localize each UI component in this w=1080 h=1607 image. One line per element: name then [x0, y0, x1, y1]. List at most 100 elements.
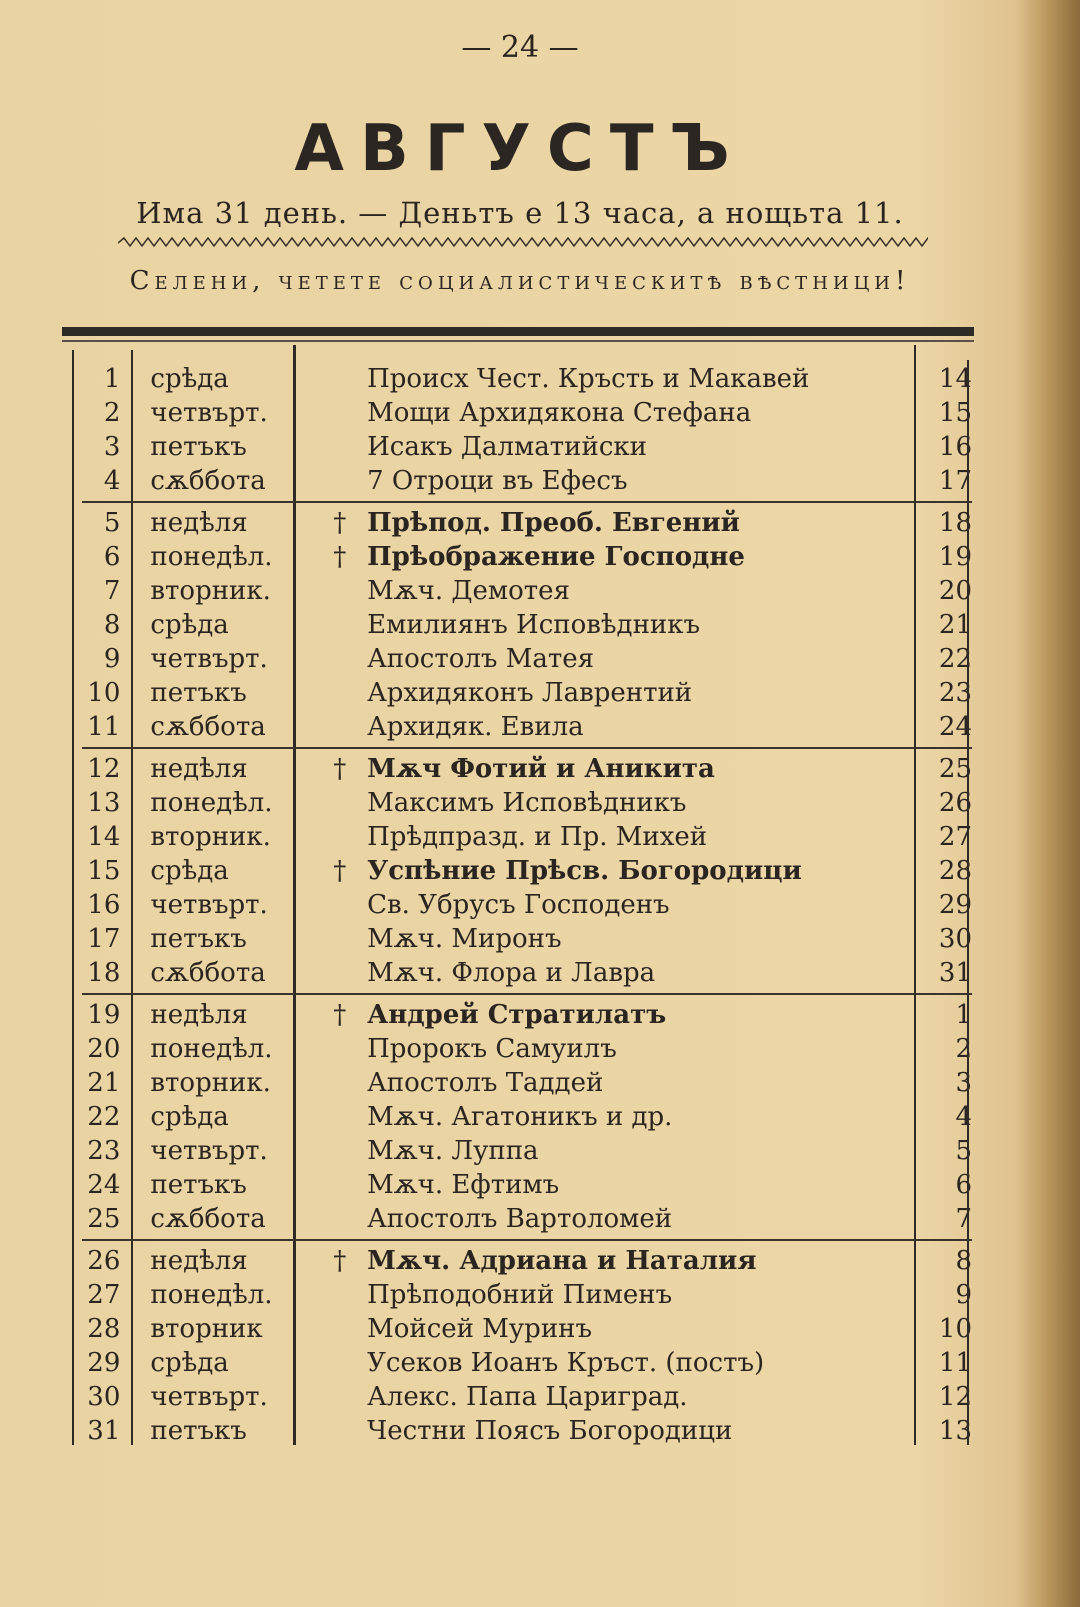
day-number: 18: [87, 958, 121, 988]
day-number: 3: [103, 432, 121, 462]
table-row: 2 четвърт. Мощи Архидякона Стефана 15: [72, 396, 972, 430]
table-row: 30 четвърт. Алекс. Папа Цариград. 12: [72, 1380, 972, 1414]
table-row: 16 четвърт. Св. Убрусъ Господенъ 29: [72, 888, 972, 922]
day-number: 24: [87, 1170, 121, 1200]
saint-name: Происх Чест. Кръсть и Макавей: [367, 364, 810, 394]
dagger-icon: †: [333, 856, 347, 886]
saint-name: Усеков Иоанъ Кръст. (постъ): [367, 1348, 765, 1378]
weekday: четвърт.: [150, 1136, 268, 1166]
dagger-icon: †: [333, 754, 347, 784]
weekday: понедѣл.: [150, 1034, 273, 1064]
old-style-day: 16: [938, 432, 972, 462]
dagger-icon: †: [333, 508, 347, 538]
day-number: 29: [87, 1348, 121, 1378]
day-number: 9: [103, 644, 121, 674]
old-style-day: 4: [955, 1102, 972, 1132]
old-style-day: 6: [955, 1170, 972, 1200]
old-style-day: 1: [955, 1000, 972, 1030]
saint-name: Апостолъ Матея: [367, 644, 594, 674]
saint-name: Андрей Стратилатъ: [367, 1000, 667, 1030]
weekday: вторник.: [150, 822, 271, 852]
saint-name: Мѫч. Флора и Лавра: [367, 958, 656, 988]
table-row: 18 сѫббота Мѫч. Флора и Лавра 31: [72, 956, 972, 990]
old-style-day: 18: [938, 508, 972, 538]
page-number: — 24 —: [461, 30, 579, 65]
old-style-day: 27: [938, 822, 972, 852]
saint-name: Емилиянъ Исповѣдникъ: [367, 610, 701, 640]
thin-rule: [62, 340, 974, 342]
day-number: 16: [87, 890, 121, 920]
day-number: 5: [103, 508, 121, 538]
table-row: 7 вторник. Мѫч. Демотея 20: [72, 574, 972, 608]
day-number: 15: [87, 856, 121, 886]
old-style-day: 10: [938, 1314, 972, 1344]
old-style-day: 21: [938, 610, 972, 640]
old-style-day: 24: [938, 712, 972, 742]
weekday: петъкъ: [150, 432, 247, 462]
old-style-day: 30: [938, 924, 972, 954]
weekday: недѣля: [150, 1246, 248, 1276]
table-row: 28 вторник Мойсей Муринъ 10: [72, 1312, 972, 1346]
saint-name: Прѣображение Господне: [367, 542, 745, 572]
weekday: понедѣл.: [150, 1280, 273, 1310]
table-row: 3 петъкъ Исакъ Далматийски 16: [72, 430, 972, 464]
weekday: вторник.: [150, 1068, 271, 1098]
calendar-table: 1 срѣда Происх Чест. Кръсть и Макавей 14 2 че…: [72, 345, 972, 1448]
table-row: 4 сѫббота 7 Отроци въ Ефесъ 17: [72, 464, 972, 498]
day-number: 6: [103, 542, 121, 572]
table-row: 6 понедѣл. † Прѣображение Господне 19: [72, 540, 972, 574]
month-subtitle: Има 31 день. — Деньтъ е 13 часа, а нощьт…: [136, 196, 904, 230]
day-number: 20: [87, 1034, 121, 1064]
table-row: 9 четвърт. Апостолъ Матея 22: [72, 642, 972, 676]
saint-name: Мойсей Муринъ: [367, 1314, 593, 1344]
day-number: 2: [103, 398, 121, 428]
saint-name: Мѫч. Луппа: [367, 1136, 539, 1166]
table-row: 1 срѣда Происх Чест. Кръсть и Макавей 14: [72, 362, 972, 396]
old-style-day: 15: [938, 398, 972, 428]
table-row: 25 сѫббота Апостолъ Вартоломей 7: [72, 1202, 972, 1236]
old-style-day: 23: [938, 678, 972, 708]
weekday: срѣда: [150, 1348, 229, 1378]
table-row: 17 петъкъ Мѫч. Миронъ 30: [72, 922, 972, 956]
old-style-day: 22: [938, 644, 972, 674]
saint-name: Мѫч. Адриана и Наталия: [367, 1246, 757, 1276]
old-style-day: 26: [938, 788, 972, 818]
saint-name: Св. Убрусъ Господенъ: [367, 890, 670, 920]
day-number: 28: [87, 1314, 121, 1344]
saint-name: Апостолъ Вартоломей: [367, 1204, 673, 1234]
column-rule: [967, 360, 969, 1445]
old-style-day: 5: [955, 1136, 972, 1166]
day-number: 21: [87, 1068, 121, 1098]
old-style-day: 9: [955, 1280, 972, 1310]
old-style-day: 7: [955, 1204, 972, 1234]
day-number: 30: [87, 1382, 121, 1412]
saint-name: Мощи Архидякона Стефана: [367, 398, 752, 428]
column-rule: [72, 350, 74, 1445]
table-row: 12 недѣля † Мѫч Фотий и Аникита 25: [72, 747, 972, 786]
old-style-day: 28: [938, 856, 972, 886]
old-style-day: 11: [938, 1348, 972, 1378]
table-row: 8 срѣда Емилиянъ Исповѣдникъ 21: [72, 608, 972, 642]
weekday: понедѣл.: [150, 788, 273, 818]
month-title: АВГУСТЪ: [294, 112, 746, 186]
weekday: сѫббота: [150, 958, 266, 988]
weekday: сѫббота: [150, 466, 266, 496]
saint-name: Мѫч Фотий и Аникита: [367, 754, 715, 784]
weekday: понедѣл.: [150, 542, 273, 572]
old-style-day: 25: [938, 754, 972, 784]
old-style-day: 20: [938, 576, 972, 606]
column-rule: [914, 345, 916, 1445]
table-row: 13 понедѣл. Максимъ Исповѣдникъ 26: [72, 786, 972, 820]
weekday: вторник: [150, 1314, 263, 1344]
weekday: петъкъ: [150, 924, 247, 954]
saint-name: 7 Отроци въ Ефесъ: [367, 466, 628, 496]
table-row: 11 сѫббота Архидяк. Евила 24: [72, 710, 972, 744]
weekday: четвърт.: [150, 890, 268, 920]
day-number: 10: [87, 678, 121, 708]
saint-name: Прѣпод. Преоб. Евгений: [367, 508, 740, 538]
weekday: сѫббота: [150, 1204, 266, 1234]
table-row: 19 недѣля † Андрей Стратилатъ 1: [72, 993, 972, 1032]
weekday: срѣда: [150, 1102, 229, 1132]
saint-name: Пророкъ Самуилъ: [367, 1034, 617, 1064]
